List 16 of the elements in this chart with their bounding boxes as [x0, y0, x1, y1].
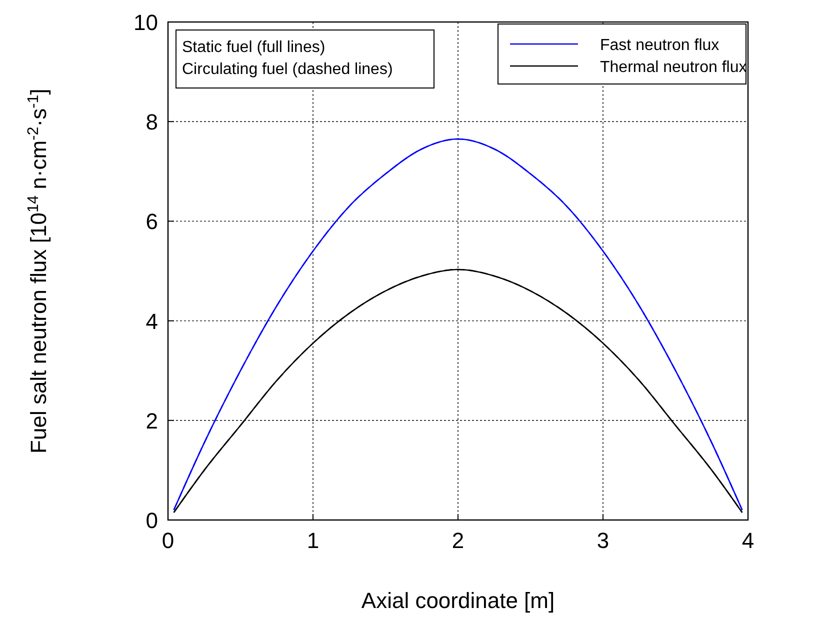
annotation: Circulating fuel (dashed lines) — [182, 61, 393, 78]
annotation: Static fuel (full lines) — [182, 39, 326, 56]
x-tick-label: 0 — [162, 528, 174, 553]
y-tick-label: 0 — [146, 508, 158, 533]
y-tick-label: 10 — [134, 10, 158, 35]
x-tick-label: 3 — [596, 528, 610, 553]
y-tick-label: 4 — [146, 308, 158, 334]
y-tick-label: 6 — [146, 209, 158, 234]
x-tick-label: 4 — [742, 528, 754, 553]
x-tick-label: 1 — [306, 528, 320, 553]
legend-label: Fast neutron flux — [600, 37, 720, 54]
y-tick-label: 8 — [146, 110, 158, 135]
y-tick-label: 2 — [146, 408, 158, 434]
legend-label: Thermal neutron flux — [600, 59, 747, 76]
x-tick-label: 2 — [452, 528, 464, 553]
x-axis-title: Axial coordinate [m] — [361, 588, 555, 613]
